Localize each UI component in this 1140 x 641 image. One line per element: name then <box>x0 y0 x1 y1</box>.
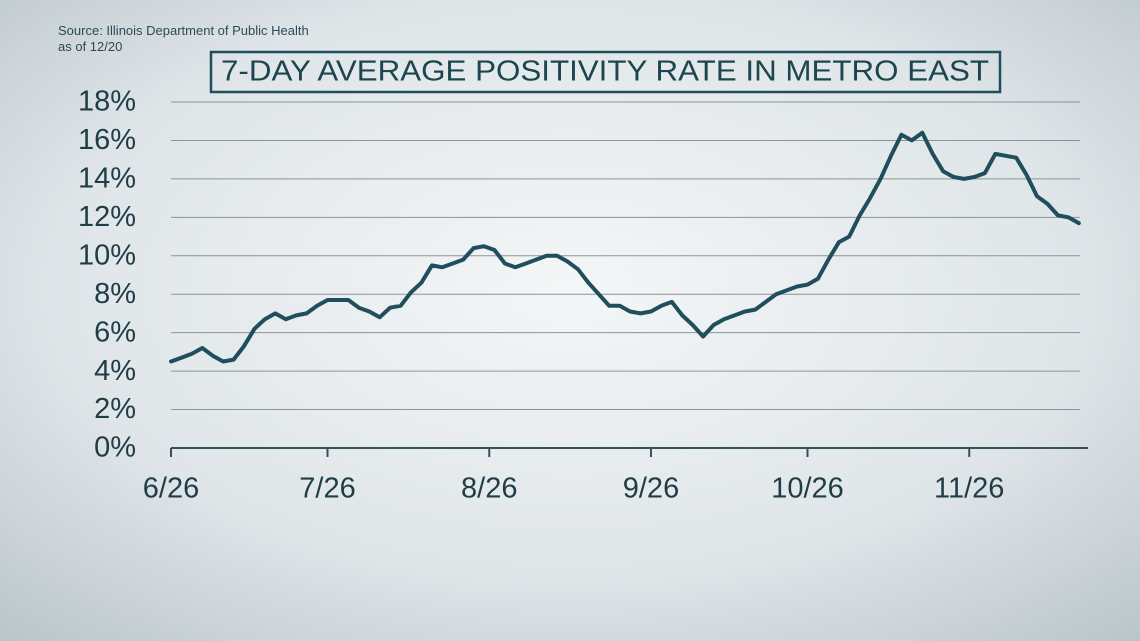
x-tick-label: 8/26 <box>461 473 517 505</box>
y-tick-label: 12% <box>78 201 136 233</box>
y-tick-label: 0% <box>94 432 136 464</box>
x-tick-label: 6/26 <box>143 473 199 505</box>
y-tick-label: 6% <box>94 316 136 348</box>
as-of: as of 12/20 <box>58 39 122 54</box>
line <box>169 130 1081 364</box>
y-tick-label: 16% <box>78 124 136 156</box>
x-tick-label: 7/26 <box>299 473 355 505</box>
y-tick-label: 18% <box>78 86 136 118</box>
x-tick-label: 11/26 <box>934 473 1004 505</box>
source: Source: Illinois Department of Public He… <box>58 23 309 38</box>
chart-title: 7-DAY AVERAGE POSITIVITY RATE IN METRO E… <box>221 56 989 88</box>
y-tick-label: 10% <box>78 239 136 271</box>
y-tick-label: 4% <box>94 355 136 387</box>
y-tick-label: 8% <box>94 278 136 310</box>
y-tick-label: 14% <box>78 163 136 195</box>
plot: 0% 2% 4% 6% 8% 10% 12% 14% 16% 18% 6/26 7/26 8/26 9/2… <box>78 86 1088 505</box>
x-tick-label: 10/26 <box>771 473 844 505</box>
y-tick-label: 2% <box>94 393 136 425</box>
x-tick-label: 9/26 <box>623 473 679 505</box>
title-box <box>209 50 1002 94</box>
